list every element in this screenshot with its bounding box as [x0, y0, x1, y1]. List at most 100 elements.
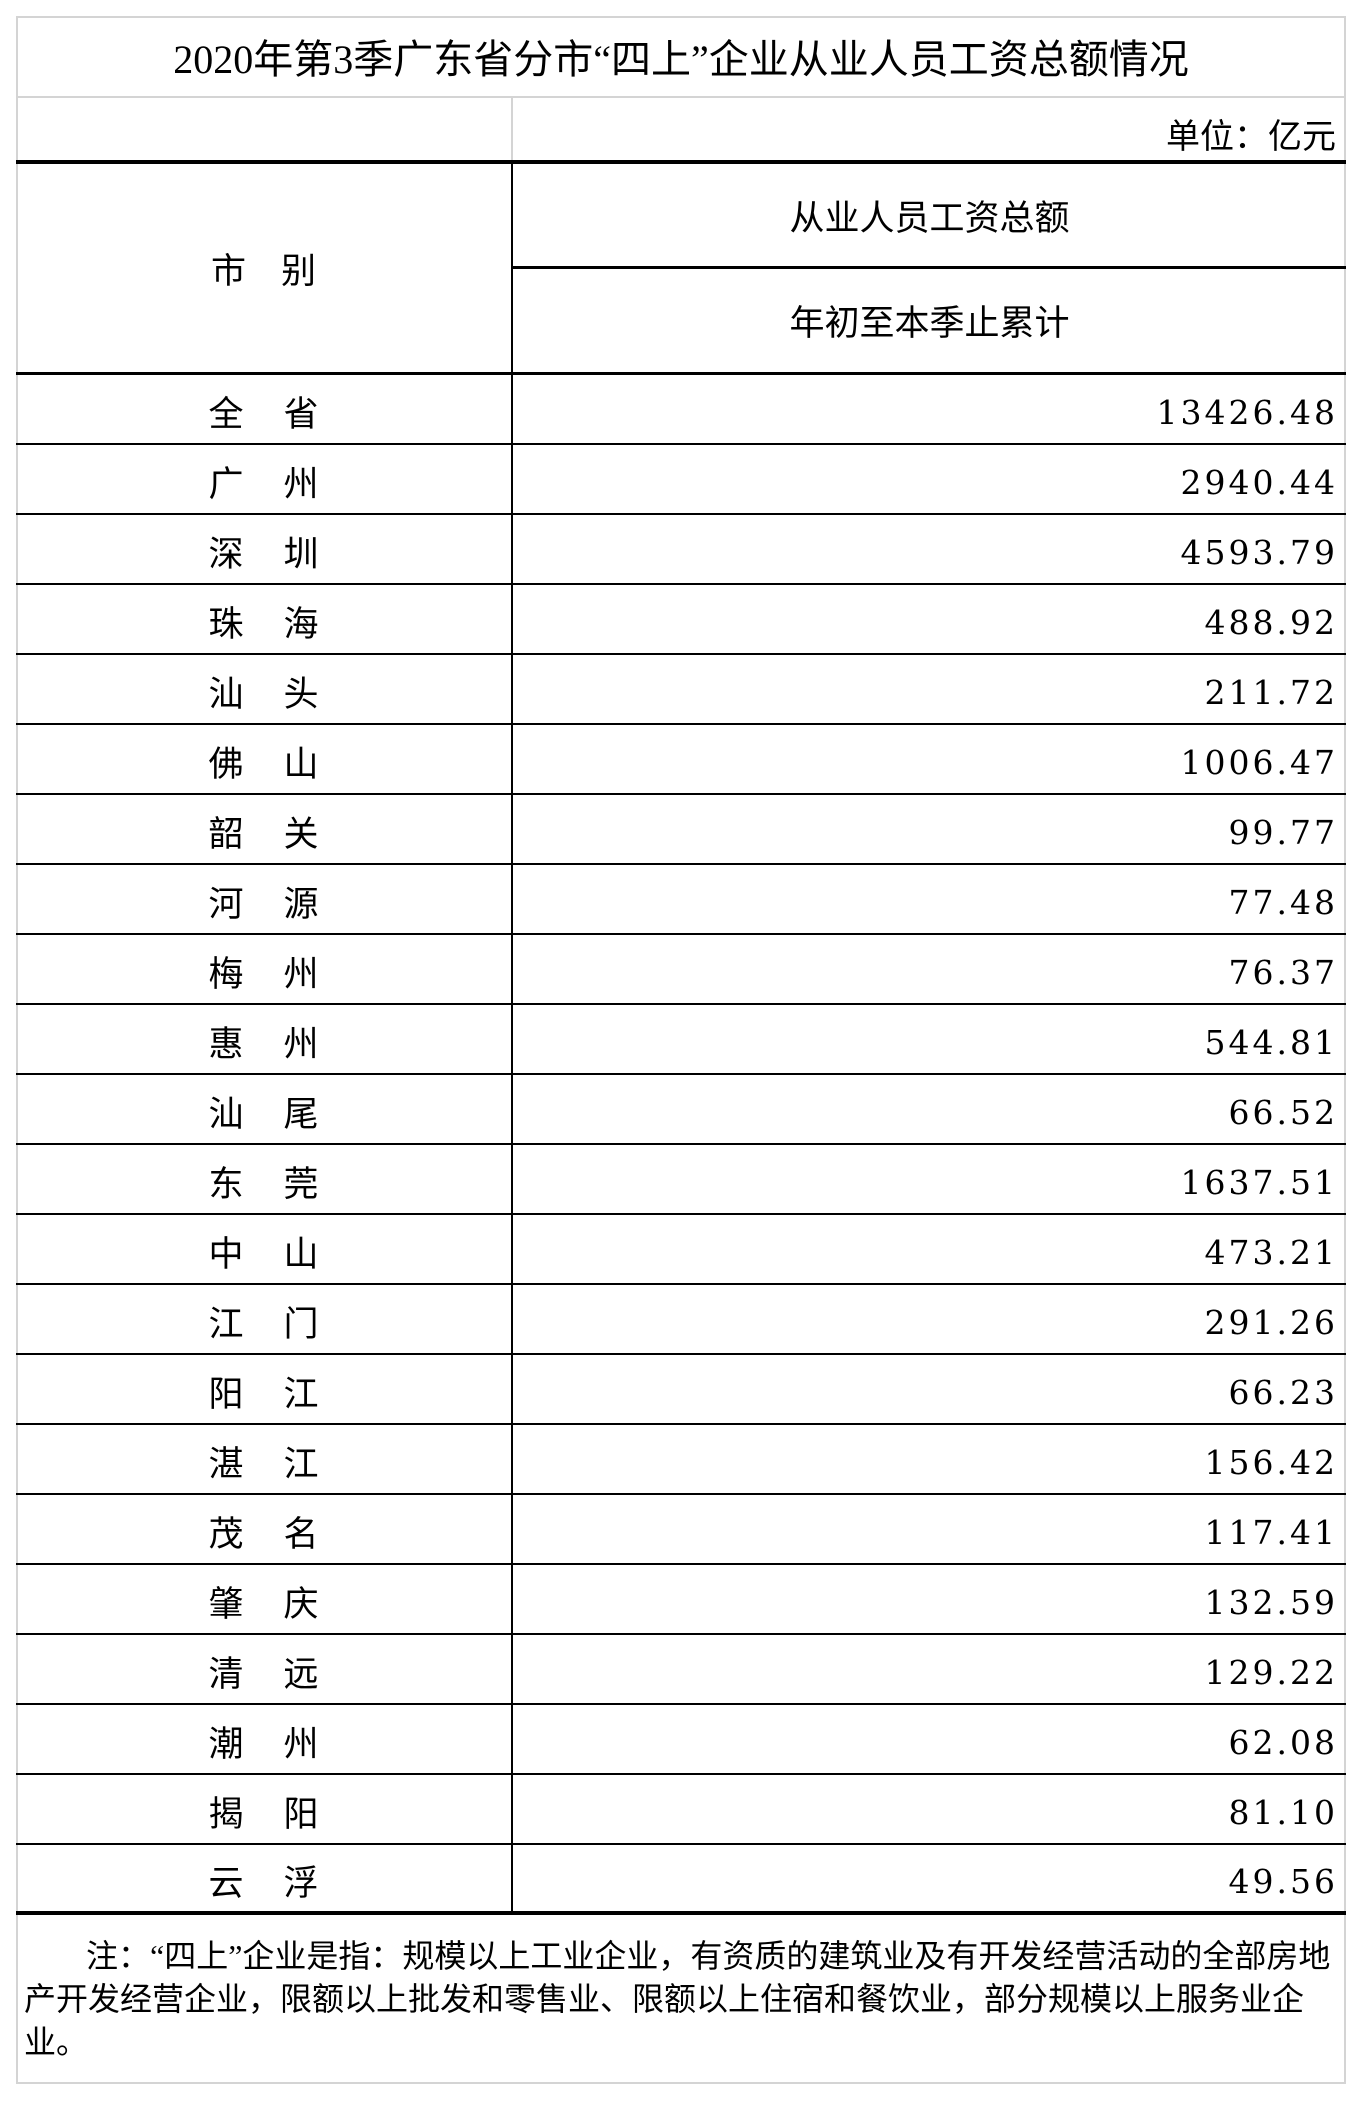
city-char: 州 — [283, 1724, 319, 1764]
city-char: 州 — [283, 1024, 319, 1064]
city-char: 珠 — [208, 604, 244, 644]
city-char: 东 — [208, 1164, 244, 1204]
city-name: 茂名 — [16, 1495, 513, 1563]
city-char: 潮 — [208, 1724, 244, 1764]
city-name: 江门 — [16, 1285, 513, 1353]
table-row: 惠州 544.81 — [16, 1005, 1346, 1075]
unit-row-empty-cell — [16, 98, 513, 160]
city-name: 广州 — [16, 445, 513, 513]
table-row: 东莞 1637.51 — [16, 1145, 1346, 1215]
unit-row: 单位：亿元 — [16, 98, 1346, 164]
city-name: 云浮 — [16, 1845, 513, 1911]
city-name: 佛山 — [16, 725, 513, 793]
city-char: 茂 — [208, 1514, 244, 1554]
city-char: 揭 — [208, 1794, 244, 1834]
city-char: 关 — [283, 814, 319, 854]
city-char: 江 — [283, 1374, 319, 1414]
wage-total-value: 117.41 — [1204, 1512, 1338, 1552]
city-name: 梅州 — [16, 935, 513, 1003]
city-name: 汕尾 — [16, 1075, 513, 1143]
city-name: 清远 — [16, 1635, 513, 1703]
header-measure-group: 从业人员工资总额 年初至本季止累计 — [513, 164, 1346, 372]
city-char: 云 — [208, 1863, 244, 1903]
city-name: 湛江 — [16, 1425, 513, 1493]
table-row: 全省 13426.48 — [16, 375, 1346, 445]
table-frame — [16, 16, 1346, 2084]
city-char: 山 — [283, 1234, 319, 1274]
wage-total-value: 99.77 — [1228, 812, 1338, 852]
wage-total-value: 81.10 — [1228, 1792, 1338, 1832]
table-body: 全省 13426.48 广州 2940.44 深圳 4593.79 珠海 488.92 汕头 21… — [16, 375, 1346, 1915]
wage-total-value: 76.37 — [1228, 952, 1338, 992]
table-row: 中山 473.21 — [16, 1215, 1346, 1285]
wage-total-value: 66.23 — [1228, 1372, 1338, 1412]
city-name: 阳江 — [16, 1355, 513, 1423]
city-char: 中 — [208, 1234, 244, 1274]
table-row: 湛江 156.42 — [16, 1425, 1346, 1495]
city-char: 圳 — [283, 534, 319, 574]
city-char: 江 — [208, 1304, 244, 1344]
wage-total-value: 544.81 — [1204, 1022, 1338, 1062]
wage-total-value: 156.42 — [1204, 1442, 1338, 1482]
city-char: 头 — [283, 674, 319, 714]
city-char: 肇 — [208, 1584, 244, 1624]
wage-total-value: 2940.44 — [1180, 462, 1338, 502]
table-row: 茂名 117.41 — [16, 1495, 1346, 1565]
city-char: 清 — [208, 1654, 244, 1694]
wage-total-value: 49.56 — [1228, 1861, 1338, 1901]
wage-total-value: 1006.47 — [1180, 742, 1338, 782]
table-row: 汕尾 66.52 — [16, 1075, 1346, 1145]
wage-total-value: 4593.79 — [1180, 532, 1338, 572]
city-char: 阳 — [208, 1374, 244, 1414]
city-char: 州 — [283, 464, 319, 504]
city-char: 梅 — [208, 954, 244, 994]
table-row: 肇庆 132.59 — [16, 1565, 1346, 1635]
city-char: 源 — [283, 884, 319, 924]
wage-total-value: 66.52 — [1228, 1092, 1338, 1132]
city-name: 惠州 — [16, 1005, 513, 1073]
city-char: 湛 — [208, 1444, 244, 1484]
city-char: 庆 — [283, 1584, 319, 1624]
table-row: 深圳 4593.79 — [16, 515, 1346, 585]
wage-total-value: 291.26 — [1204, 1302, 1338, 1342]
city-name: 韶关 — [16, 795, 513, 863]
city-char: 省 — [283, 394, 319, 434]
city-name: 揭阳 — [16, 1775, 513, 1843]
city-char: 广 — [208, 464, 244, 504]
city-char: 阳 — [283, 1794, 319, 1834]
city-char: 佛 — [208, 744, 244, 784]
header-measure: 从业人员工资总额 — [513, 164, 1346, 269]
city-name: 潮州 — [16, 1705, 513, 1773]
wage-total-value: 13426.48 — [1156, 392, 1338, 432]
table-row: 潮州 62.08 — [16, 1705, 1346, 1775]
city-name: 河源 — [16, 865, 513, 933]
city-char: 汕 — [208, 674, 244, 714]
table-row: 阳江 66.23 — [16, 1355, 1346, 1425]
city-name: 汕头 — [16, 655, 513, 723]
city-char: 尾 — [283, 1094, 319, 1134]
city-name: 中山 — [16, 1215, 513, 1283]
table-row: 河源 77.48 — [16, 865, 1346, 935]
city-name: 珠海 — [16, 585, 513, 653]
city-name: 肇庆 — [16, 1565, 513, 1633]
city-char: 韶 — [208, 814, 244, 854]
city-char: 州 — [283, 954, 319, 994]
table-row: 广州 2940.44 — [16, 445, 1346, 515]
wage-total-value: 211.72 — [1204, 672, 1338, 712]
table-title: 2020年第3季广东省分市“四上”企业从业人员工资总额情况 — [16, 16, 1346, 98]
table-row: 韶关 99.77 — [16, 795, 1346, 865]
table-header: 市 别 从业人员工资总额 年初至本季止累计 — [16, 164, 1346, 375]
city-char: 汕 — [208, 1094, 244, 1134]
city-char: 名 — [283, 1514, 319, 1554]
city-name: 全省 — [16, 375, 513, 443]
table-row: 珠海 488.92 — [16, 585, 1346, 655]
header-city: 市 别 — [16, 164, 513, 372]
city-char: 远 — [283, 1654, 319, 1694]
city-name: 深圳 — [16, 515, 513, 583]
wage-total-value: 62.08 — [1228, 1722, 1338, 1762]
city-name: 东莞 — [16, 1145, 513, 1213]
wage-total-value: 132.59 — [1204, 1582, 1338, 1622]
wage-total-value: 129.22 — [1204, 1652, 1338, 1692]
table-row: 江门 291.26 — [16, 1285, 1346, 1355]
city-char: 山 — [283, 744, 319, 784]
